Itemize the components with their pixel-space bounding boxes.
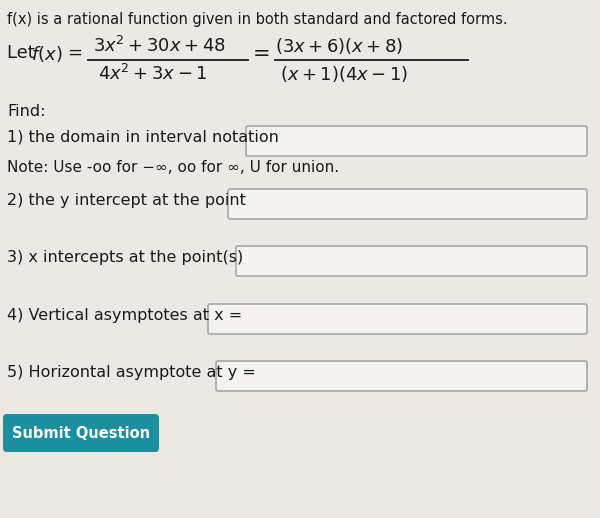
- FancyBboxPatch shape: [216, 361, 587, 391]
- Text: Submit Question: Submit Question: [12, 425, 150, 440]
- Text: Note: Use -oo for −∞, oo for ∞, U for union.: Note: Use -oo for −∞, oo for ∞, U for un…: [7, 160, 339, 175]
- Text: 2) the y intercept at the point: 2) the y intercept at the point: [7, 193, 246, 208]
- Text: Find:: Find:: [7, 104, 46, 119]
- Text: $(x + 1)(4x - 1)$: $(x + 1)(4x - 1)$: [280, 64, 409, 84]
- Text: 3) x intercepts at the point(s): 3) x intercepts at the point(s): [7, 250, 243, 265]
- Text: $f(x)$: $f(x)$: [31, 44, 62, 64]
- Text: $3x^2 + 30x + 48$: $3x^2 + 30x + 48$: [93, 36, 226, 56]
- FancyBboxPatch shape: [208, 304, 587, 334]
- Text: 5) Horizontal asymptote at y =: 5) Horizontal asymptote at y =: [7, 365, 256, 380]
- FancyBboxPatch shape: [228, 189, 587, 219]
- FancyBboxPatch shape: [236, 246, 587, 276]
- Text: f(x) is a rational function given in both standard and factored forms.: f(x) is a rational function given in bot…: [7, 12, 508, 27]
- FancyBboxPatch shape: [246, 126, 587, 156]
- Text: Let: Let: [7, 44, 41, 62]
- Text: 4) Vertical asymptotes at x =: 4) Vertical asymptotes at x =: [7, 308, 242, 323]
- Text: 1) the domain in interval notation: 1) the domain in interval notation: [7, 130, 279, 145]
- Text: $(3x + 6)(x + 8)$: $(3x + 6)(x + 8)$: [275, 36, 403, 56]
- Text: $4x^2 + 3x - 1$: $4x^2 + 3x - 1$: [98, 64, 208, 84]
- Text: =: =: [67, 44, 82, 62]
- FancyBboxPatch shape: [3, 414, 159, 452]
- Text: =: =: [253, 44, 271, 64]
